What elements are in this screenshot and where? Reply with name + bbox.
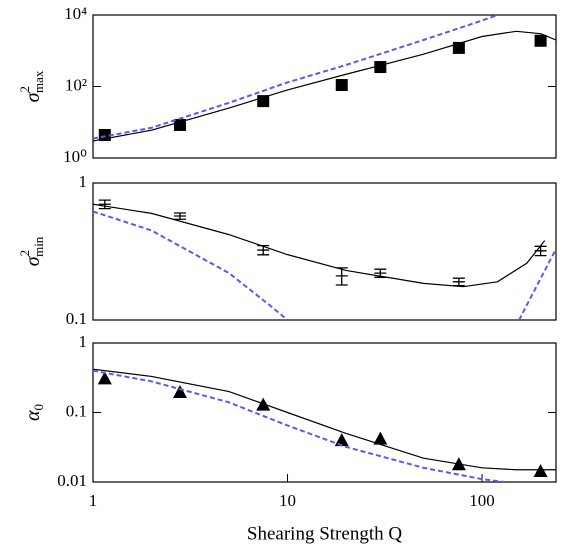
y-label-part: max <box>31 70 46 93</box>
y-tick-label: 1 <box>79 172 88 191</box>
curve <box>93 210 556 320</box>
y-label-part: α <box>22 410 44 421</box>
triangle-marker <box>334 433 349 447</box>
triangle-marker <box>172 385 187 399</box>
error-bar <box>173 212 186 220</box>
y-axis-label: α0 <box>22 404 46 421</box>
x-tick-label: 10 <box>279 491 296 510</box>
x-axis-label: Shearing Strength Q <box>247 523 402 544</box>
y-label-part: 0 <box>31 404 46 411</box>
plot-area <box>93 15 556 142</box>
y-label-part: σ <box>22 91 44 102</box>
triangle-marker <box>97 371 112 385</box>
error-bar <box>452 277 465 287</box>
error-bar <box>257 244 270 256</box>
plot-frame <box>92 14 557 159</box>
triangle-marker <box>533 463 548 477</box>
plot-frame <box>92 182 557 321</box>
curve <box>93 203 546 288</box>
plot-area <box>93 368 556 482</box>
triangle-marker <box>373 431 388 445</box>
y-label-part: min <box>31 236 46 257</box>
plot-area <box>93 199 556 320</box>
y-tick-label: 10² <box>65 75 87 94</box>
x-tick-label: 100 <box>469 491 495 510</box>
square-marker <box>335 79 348 92</box>
error-bar <box>374 268 387 278</box>
curve <box>93 15 498 140</box>
curve <box>93 368 556 471</box>
x-tick-label: 1 <box>89 491 98 510</box>
square-marker <box>534 34 547 47</box>
y-tick-label: 10⁰ <box>63 147 87 166</box>
y-tick-label: 0.1 <box>66 309 87 328</box>
y-label-part: σ <box>22 255 44 266</box>
y-axis-label: σ2max <box>17 70 46 102</box>
error-bar <box>335 267 348 286</box>
y-axis-label: σ2min <box>17 236 46 266</box>
y-tick-label: 1 <box>79 332 88 351</box>
square-marker <box>173 118 186 131</box>
y-tick-label: 0.01 <box>57 471 87 490</box>
y-tick-label: 0.1 <box>66 401 87 420</box>
plot-frame <box>92 342 557 483</box>
y-tick-label: 10⁴ <box>64 4 87 23</box>
curve <box>93 369 505 482</box>
curve <box>93 30 556 142</box>
error-bar <box>98 199 111 210</box>
y-label-part: 2 <box>17 86 32 93</box>
y-label-part: 2 <box>17 250 32 257</box>
